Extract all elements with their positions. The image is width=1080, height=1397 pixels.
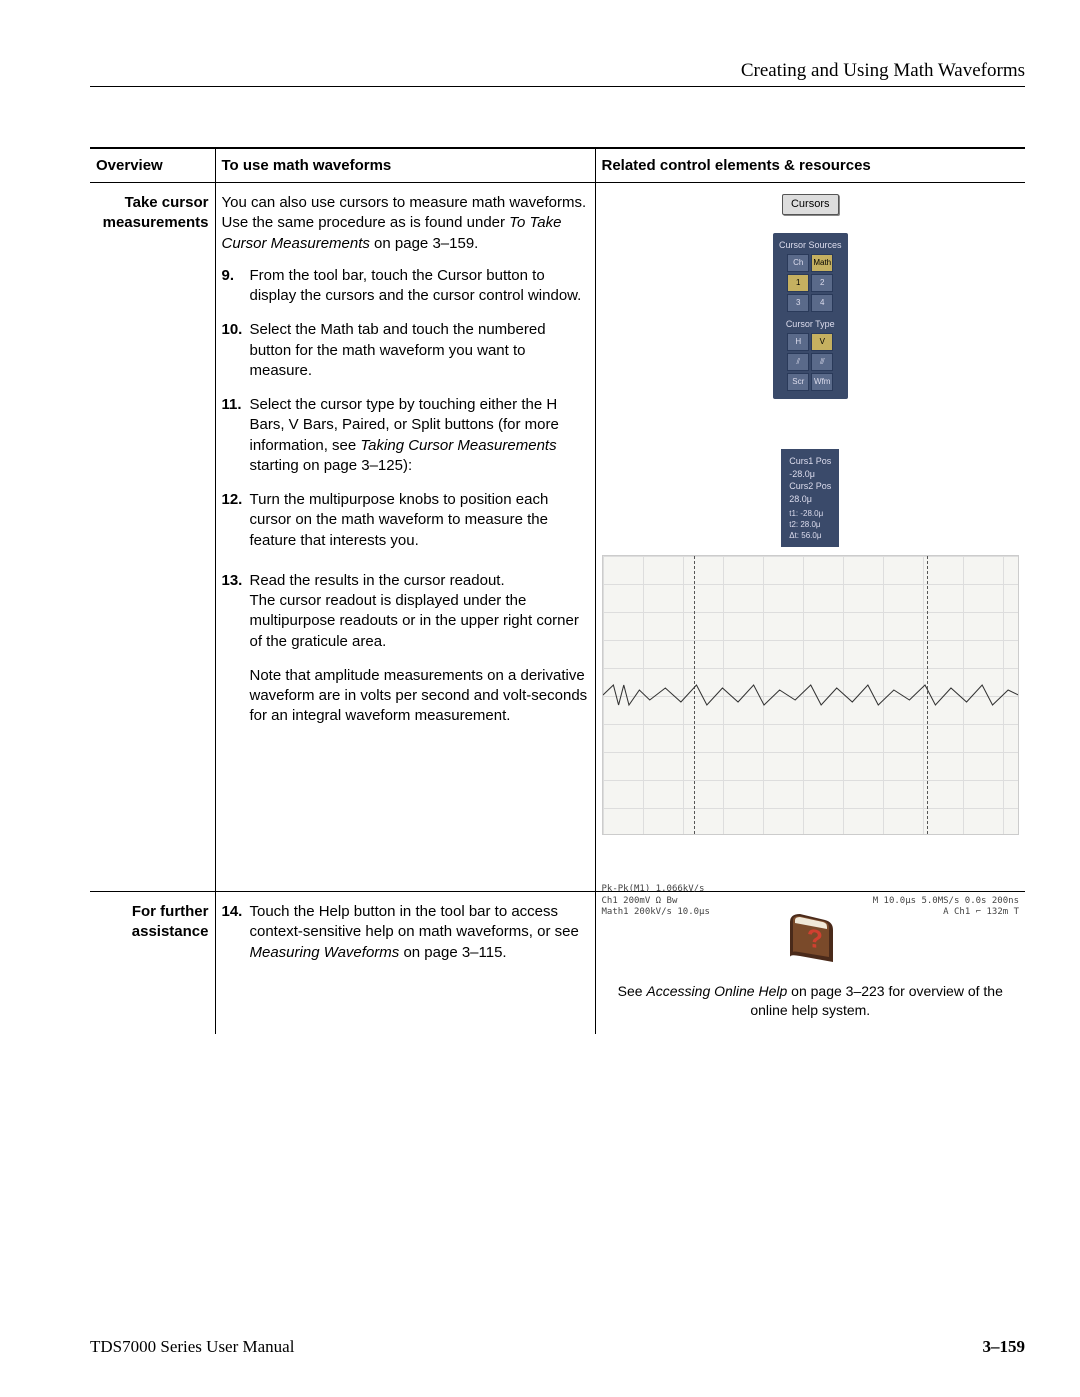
- waveform: [603, 680, 1019, 710]
- hca: See: [618, 983, 647, 999]
- s14b: on page 3–115.: [399, 944, 506, 961]
- intro-b: on page 3–159.: [370, 235, 478, 252]
- step12-text: Turn the multipurpose knobs to position …: [250, 490, 589, 551]
- panel1-title: Cursor Sources: [779, 239, 842, 251]
- step13-num: 13.: [222, 571, 250, 652]
- th-use: To use math waveforms: [215, 148, 595, 183]
- help-book-icon: ?: [775, 902, 845, 972]
- s14it: Measuring Waveforms: [250, 944, 400, 961]
- svg-text:?: ?: [807, 923, 823, 955]
- hcb: on page 3–223 for overview of the online…: [750, 983, 1003, 1018]
- cursors-button[interactable]: Cursors: [782, 194, 839, 215]
- step-11: 11. Select the cursor type by touching e…: [222, 395, 589, 476]
- step11-text: Select the cursor type by touching eithe…: [250, 395, 589, 476]
- type-split[interactable]: ⫻: [811, 353, 833, 371]
- tab-ch[interactable]: Ch: [787, 254, 809, 272]
- s13main: Read the results in the cursor readout.: [250, 572, 505, 589]
- src-2[interactable]: 2: [811, 274, 833, 292]
- manual-title: TDS7000 Series User Manual: [90, 1337, 294, 1357]
- row1-note: Note that amplitude measurements on a de…: [222, 666, 589, 727]
- rl2: Ch1 200mV Ω Bw: [602, 896, 678, 906]
- cur2pos-val: 28.0μ: [789, 493, 831, 506]
- page-number: 3–159: [983, 1337, 1026, 1357]
- step-14: 14. Touch the Help button in the tool ba…: [222, 902, 589, 963]
- cursor-pos-panel: Curs1 Pos -28.0μ Curs2 Pos 28.0μ t1: -28…: [781, 449, 839, 547]
- s11it: Taking Cursor Measurements: [360, 437, 556, 454]
- row1-overview-label: Take cursor measurements: [96, 193, 209, 234]
- cursor-sources-panel: Cursor Sources ChMath 12 34 Cursor Type …: [773, 233, 848, 399]
- rl3: Math1 200kV/s 10.0μs: [602, 907, 710, 917]
- steps-list: 9. From the tool bar, touch the Cursor b…: [222, 266, 589, 652]
- step-12: 12. Turn the multipurpose knobs to posit…: [222, 490, 589, 551]
- tab-math[interactable]: Math: [811, 254, 833, 272]
- step10-num: 10.: [222, 320, 250, 381]
- page-footer: TDS7000 Series User Manual 3–159: [90, 1337, 1025, 1357]
- cur1pos-val: -28.0μ: [789, 468, 831, 481]
- instruction-table: Overview To use math waveforms Related c…: [90, 147, 1025, 1034]
- rl1: Pk-Pk(M1) 1.066kV/s: [602, 884, 705, 894]
- step-13: 13. Read the results in the cursor reado…: [222, 571, 589, 652]
- th-overview: Overview: [90, 148, 215, 183]
- step10-text: Select the Math tab and touch the number…: [250, 320, 589, 381]
- type-paired[interactable]: ⫽: [787, 353, 809, 371]
- step11-num: 11.: [222, 395, 250, 476]
- src-4[interactable]: 4: [811, 294, 833, 312]
- cur1pos-label: Curs1 Pos: [789, 455, 831, 468]
- s13extra: The cursor readout is displayed under th…: [250, 592, 579, 650]
- step-9: 9. From the tool bar, touch the Cursor b…: [222, 266, 589, 307]
- s11b: starting on page 3–125):: [250, 457, 413, 474]
- scope-screenshot: [602, 555, 1020, 835]
- step14-num: 14.: [222, 902, 250, 963]
- step9-num: 9.: [222, 266, 250, 307]
- step14-text: Touch the Help button in the tool bar to…: [250, 902, 589, 963]
- step12-num: 12.: [222, 490, 250, 551]
- help-caption: See Accessing Online Help on page 3–223 …: [602, 982, 1020, 1020]
- panel2-title: Cursor Type: [779, 318, 842, 330]
- src-3[interactable]: 3: [787, 294, 809, 312]
- cur2pos-label: Curs2 Pos: [789, 480, 831, 493]
- step-10: 10. Select the Math tab and touch the nu…: [222, 320, 589, 381]
- step9-text: From the tool bar, touch the Cursor butt…: [250, 266, 589, 307]
- rr1: M 10.0μs 5.0MS/s 0.0s 200ns: [873, 896, 1019, 906]
- type-hbars[interactable]: H: [787, 333, 809, 351]
- row2-overview-label: For further assistance: [96, 902, 209, 943]
- type-wfm[interactable]: Wfm: [811, 373, 833, 391]
- row1-intro: You can also use cursors to measure math…: [222, 193, 589, 254]
- type-scr[interactable]: Scr: [787, 373, 809, 391]
- hcit: Accessing Online Help: [646, 983, 787, 999]
- scope-readout-left: Pk-Pk(M1) 1.066kV/s Ch1 200mV Ω Bw Math1…: [602, 884, 710, 919]
- chapter-title: Creating and Using Math Waveforms: [90, 60, 1025, 87]
- deltas: t1: -28.0μt2: 28.0μΔt: 56.0μ: [789, 508, 831, 542]
- type-vbars[interactable]: V: [811, 333, 833, 351]
- rr2: A Ch1 ⌐ 132m T: [943, 907, 1019, 917]
- step13-text: Read the results in the cursor readout. …: [250, 571, 589, 652]
- scope-readout-right: M 10.0μs 5.0MS/s 0.0s 200ns A Ch1 ⌐ 132m…: [873, 896, 1019, 919]
- src-1[interactable]: 1: [787, 274, 809, 292]
- th-resources: Related control elements & resources: [595, 148, 1025, 183]
- s14a: Touch the Help button in the tool bar to…: [250, 903, 579, 940]
